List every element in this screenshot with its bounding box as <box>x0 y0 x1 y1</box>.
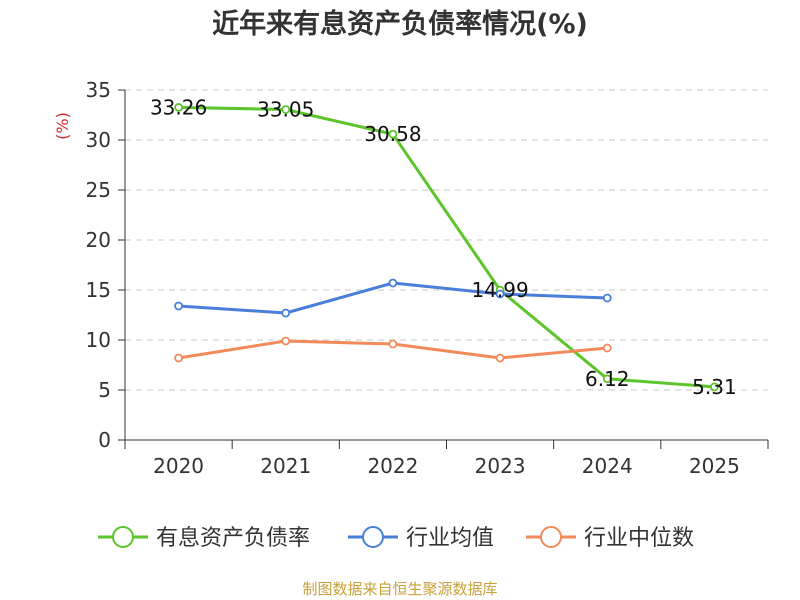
x-tick-label: 2022 <box>367 454 418 478</box>
data-point <box>174 103 183 112</box>
data-label: 30.58 <box>364 122 421 146</box>
data-point <box>602 374 612 384</box>
y-tick-label: 25 <box>86 178 111 202</box>
data-point <box>602 343 612 353</box>
chart-title: 近年来有息资产负债率情况(%) <box>212 8 588 40</box>
series-lines <box>174 103 719 392</box>
data-point <box>281 105 291 114</box>
legend-label: 有息资产负债率 <box>156 526 310 551</box>
legend-item-0[interactable]: 有息资产负债率 <box>98 526 310 551</box>
legend-label: 行业中位数 <box>584 526 694 551</box>
y-tick-label: 20 <box>86 228 111 252</box>
data-point <box>281 336 291 346</box>
legend-item-1[interactable]: 行业均值 <box>348 526 494 551</box>
source-note: 制图数据来自恒生聚源数据库 <box>302 580 497 598</box>
y-tick-label: 30 <box>86 128 111 152</box>
x-tick-label: 2025 <box>689 454 740 478</box>
data-point <box>174 353 183 363</box>
legend-marker <box>362 526 384 548</box>
data-point <box>388 129 398 139</box>
data-point <box>174 301 183 311</box>
data-point <box>388 278 398 288</box>
data-label: 5.31 <box>692 375 737 399</box>
legend: 有息资产负债率 行业均值 行业中位数 <box>98 526 694 551</box>
data-point <box>495 289 505 299</box>
y-tick-label: 0 <box>98 428 111 452</box>
x-tick-label: 2024 <box>582 454 633 478</box>
y-tick-label: 10 <box>86 328 111 352</box>
y-axis-unit-label: (%) <box>53 112 72 140</box>
legend-marker <box>540 526 562 548</box>
x-tick-label: 2021 <box>260 454 311 478</box>
y-tick-label: 35 <box>86 78 111 102</box>
data-labels: 33.26 33.05 30.58 14.99 6.12 5.31 <box>150 95 737 399</box>
data-point <box>281 308 291 318</box>
series-line-0 <box>178 105 715 389</box>
grid-lines <box>125 89 768 391</box>
y-tick-label: 15 <box>86 278 111 302</box>
data-label: 33.26 <box>150 95 207 119</box>
data-point <box>388 339 398 349</box>
y-tick-label: 5 <box>98 378 111 402</box>
legend-item-2[interactable]: 行业中位数 <box>526 526 694 551</box>
series-line-1 <box>178 281 608 315</box>
data-point <box>602 293 612 303</box>
x-tick-label: 2023 <box>475 454 526 478</box>
legend-marker <box>112 526 134 548</box>
data-point <box>710 382 719 392</box>
legend-label: 行业均值 <box>406 526 494 551</box>
data-point <box>495 353 505 363</box>
data-label: 33.05 <box>257 98 314 122</box>
data-label: 14.99 <box>471 278 528 302</box>
x-tick-label: 2020 <box>153 454 204 478</box>
data-label: 6.12 <box>585 367 630 391</box>
